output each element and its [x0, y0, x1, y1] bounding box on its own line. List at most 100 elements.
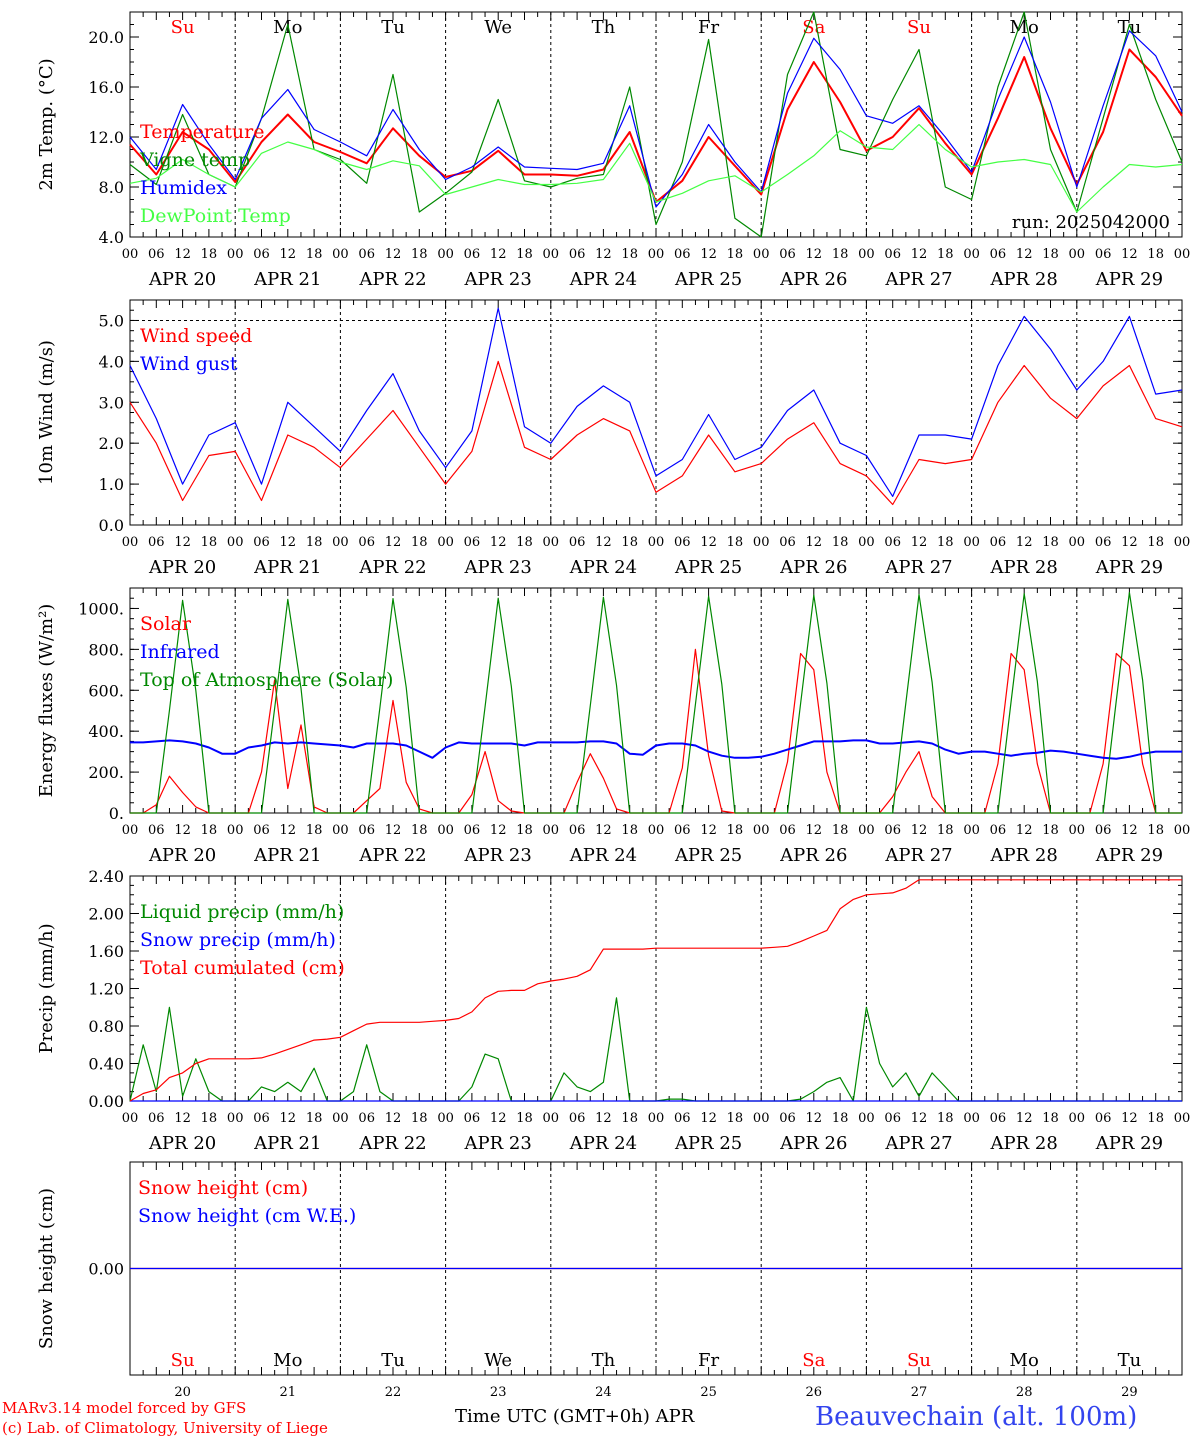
hour-tick-label: 18 — [516, 535, 533, 550]
hour-tick-label: 00 — [858, 535, 875, 550]
day-abbr: Su — [171, 17, 195, 38]
hour-tick-label: 00 — [437, 247, 454, 262]
hour-tick-label: 06 — [148, 1111, 165, 1126]
y-tick-label: 0. — [109, 804, 124, 823]
hour-tick-label: 06 — [674, 1111, 691, 1126]
date-label: APR 27 — [884, 557, 952, 578]
hour-tick-label: 06 — [779, 1111, 796, 1126]
y-axis-label: Energy fluxes (W/m²) — [36, 604, 57, 798]
y-axis-label: Precip (mm/h) — [36, 923, 57, 1053]
hour-tick-label: 12 — [385, 823, 402, 838]
hour-tick-label: 18 — [1147, 535, 1164, 550]
hour-tick-label: 18 — [411, 1111, 428, 1126]
hour-tick-label: 00 — [648, 823, 665, 838]
day-number: 28 — [1016, 1385, 1033, 1400]
day-abbr: Sa — [802, 1350, 825, 1371]
date-label: APR 25 — [674, 1133, 742, 1154]
hour-tick-label: 18 — [621, 247, 638, 262]
hour-tick-label: 06 — [1095, 1111, 1112, 1126]
legend-entry: Snow height (cm) — [138, 1177, 308, 1199]
hour-tick-label: 18 — [727, 1111, 744, 1126]
hour-tick-label: 18 — [201, 823, 218, 838]
hour-tick-label: 12 — [280, 823, 297, 838]
hour-tick-label: 00 — [963, 823, 980, 838]
hour-tick-label: 18 — [937, 823, 954, 838]
y-tick-label: 1.0 — [99, 475, 124, 494]
hour-tick-label: 00 — [437, 823, 454, 838]
hour-tick-label: 06 — [148, 823, 165, 838]
legend-entry: Wind gust — [140, 353, 238, 375]
hour-tick-label: 06 — [779, 535, 796, 550]
hour-tick-label: 00 — [648, 535, 665, 550]
hour-tick-label: 18 — [832, 247, 849, 262]
day-abbr: Th — [592, 17, 616, 38]
legend-entry: Infrared — [140, 641, 220, 663]
hour-tick-label: 12 — [280, 247, 297, 262]
date-label: APR 20 — [148, 845, 216, 866]
hour-tick-label: 18 — [516, 1111, 533, 1126]
y-tick-label: 400. — [88, 722, 124, 741]
day-number: 22 — [385, 1385, 402, 1400]
hour-tick-label: 18 — [727, 247, 744, 262]
date-label: APR 22 — [358, 845, 426, 866]
model-credit: MARv3.14 model forced by GFS — [2, 1399, 247, 1417]
date-label: APR 22 — [358, 1133, 426, 1154]
y-axis-label: 10m Wind (m/s) — [36, 340, 57, 485]
day-abbr: Tu — [1118, 17, 1142, 38]
station-name: Beauvechain (alt. 100m) — [815, 1402, 1138, 1432]
hour-tick-label: 06 — [569, 1111, 586, 1126]
hour-tick-label: 00 — [122, 247, 139, 262]
hour-tick-label: 12 — [385, 535, 402, 550]
date-label: APR 21 — [253, 1133, 321, 1154]
hour-tick-label: 18 — [727, 535, 744, 550]
hour-tick-label: 00 — [1069, 535, 1086, 550]
date-label: APR 24 — [569, 845, 637, 866]
y-tick-label: 1000. — [78, 599, 124, 618]
panel-frame — [129, 587, 1183, 814]
hour-tick-label: 12 — [174, 535, 191, 550]
hour-tick-label: 18 — [937, 247, 954, 262]
hour-tick-label: 00 — [753, 535, 770, 550]
hour-tick-label: 00 — [332, 823, 349, 838]
hour-tick-label: 06 — [148, 535, 165, 550]
hour-tick-label: 18 — [621, 535, 638, 550]
date-label: APR 28 — [990, 1133, 1058, 1154]
hour-tick-label: 18 — [1147, 247, 1164, 262]
hour-tick-label: 00 — [543, 247, 560, 262]
hour-tick-label: 06 — [464, 535, 481, 550]
date-label: APR 21 — [253, 269, 321, 290]
hour-tick-label: 00 — [227, 823, 244, 838]
y-tick-label: 16.0 — [88, 78, 124, 97]
date-label: APR 24 — [569, 269, 637, 290]
y-tick-label: 0.00 — [88, 1092, 124, 1111]
hour-tick-label: 06 — [884, 1111, 901, 1126]
hour-tick-label: 12 — [595, 1111, 612, 1126]
hour-tick-label: 06 — [884, 535, 901, 550]
y-tick-label: 12.0 — [88, 128, 124, 147]
legend-entry: Total cumulated (cm) — [140, 957, 345, 979]
y-tick-label: 0.00 — [88, 1260, 124, 1279]
hour-tick-label: 06 — [674, 535, 691, 550]
date-label: APR 21 — [253, 845, 321, 866]
hour-tick-label: 06 — [884, 247, 901, 262]
y-tick-label: 2.0 — [99, 434, 124, 453]
hour-tick-label: 06 — [464, 1111, 481, 1126]
hour-tick-label: 00 — [753, 823, 770, 838]
y-tick-label: 1.20 — [88, 980, 124, 999]
hour-tick-label: 00 — [332, 247, 349, 262]
y-tick-label: 0.40 — [88, 1055, 124, 1074]
hour-tick-label: 18 — [411, 247, 428, 262]
date-label: APR 22 — [358, 557, 426, 578]
day-number: 20 — [174, 1385, 191, 1400]
date-label: APR 20 — [148, 1133, 216, 1154]
series-line-1 — [129, 307, 1183, 497]
hour-tick-label: 12 — [174, 1111, 191, 1126]
hour-tick-label: 00 — [753, 1111, 770, 1126]
date-label: APR 25 — [674, 557, 742, 578]
hour-tick-label: 18 — [937, 1111, 954, 1126]
day-number: 27 — [911, 1385, 928, 1400]
date-label: APR 23 — [464, 845, 532, 866]
hour-tick-label: 12 — [806, 247, 823, 262]
hour-tick-label: 12 — [806, 1111, 823, 1126]
hour-tick-label: 00 — [543, 535, 560, 550]
